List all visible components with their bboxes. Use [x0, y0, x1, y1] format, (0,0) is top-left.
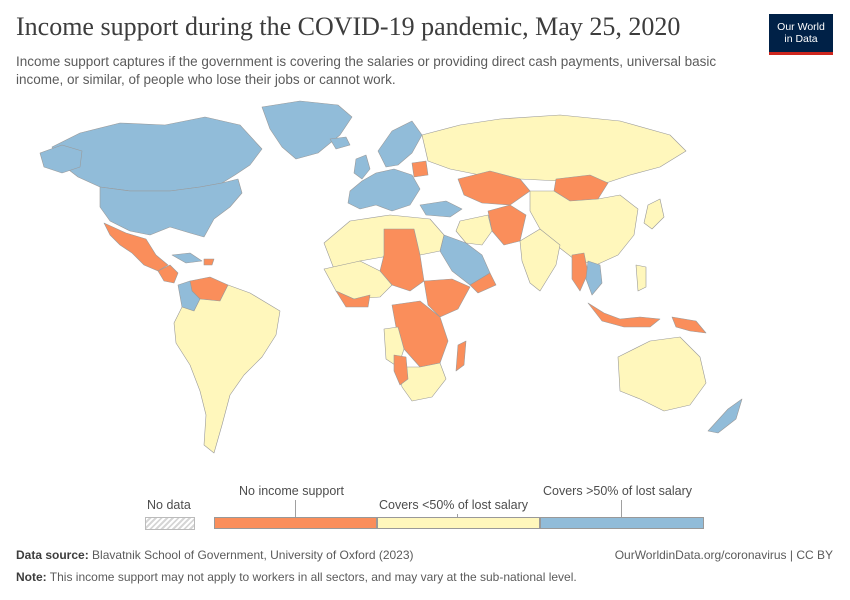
footer-note-text: This income support may not apply to wor…: [49, 570, 577, 584]
footer-source: Data source: Blavatnik School of Governm…: [16, 548, 414, 562]
owid-logo[interactable]: Our World in Data: [769, 14, 833, 55]
country-yemen[interactable]: [469, 272, 497, 294]
country-western-europe[interactable]: [347, 168, 421, 212]
country-united-kingdom[interactable]: [353, 154, 371, 180]
footer-note: Note: This income support may not apply …: [16, 570, 577, 584]
legend-bin-over-50[interactable]: [540, 517, 704, 529]
legend-label-no-support: No income support: [239, 484, 344, 498]
country-scandinavia[interactable]: [377, 120, 423, 168]
legend-tick-no-support: [295, 500, 296, 517]
country-alaska[interactable]: [39, 144, 83, 174]
world-map: [39, 100, 743, 454]
country-horn-of-africa[interactable]: [423, 278, 471, 318]
country-south-america[interactable]: [173, 284, 281, 454]
country-southern-africa[interactable]: [397, 362, 447, 402]
country-philippines[interactable]: [635, 264, 647, 292]
legend-bin-under-50[interactable]: [377, 517, 540, 529]
legend-label-over-50: Covers >50% of lost salary: [543, 484, 693, 498]
legend-label-under-50: Covers <50% of lost salary: [379, 498, 529, 512]
country-iran[interactable]: [455, 214, 493, 246]
footer-url[interactable]: OurWorldinData.org/coronavirus | CC BY: [614, 548, 833, 562]
country-iceland[interactable]: [329, 136, 351, 150]
country-ghana-ivory-coast[interactable]: [335, 290, 371, 308]
country-thailand[interactable]: [585, 260, 603, 296]
legend-swatch-no-data[interactable]: [145, 517, 195, 530]
footer-source-text: Blavatnik School of Government, Universi…: [92, 548, 414, 562]
country-india[interactable]: [519, 228, 561, 292]
country-madagascar[interactable]: [455, 340, 467, 372]
country-kazakhstan-region[interactable]: [457, 170, 531, 206]
country-australia[interactable]: [617, 336, 707, 412]
country-turkey[interactable]: [419, 200, 463, 218]
country-japan[interactable]: [643, 198, 665, 230]
country-greenland[interactable]: [261, 100, 353, 160]
country-sahel[interactable]: [379, 228, 425, 292]
country-papua-new-guinea[interactable]: [671, 316, 707, 334]
country-haiti[interactable]: [203, 258, 215, 266]
country-new-zealand[interactable]: [707, 398, 743, 434]
logo-line-2: in Data: [784, 33, 818, 45]
logo-line-1: Our World: [777, 21, 825, 33]
country-belarus[interactable]: [411, 160, 429, 178]
country-russia[interactable]: [421, 114, 687, 186]
map-legend: No data No income support Covers <50% of…: [0, 480, 850, 540]
country-central-america[interactable]: [157, 264, 179, 284]
country-united-states[interactable]: [99, 178, 243, 238]
legend-tick-under-50: [457, 514, 458, 517]
legend-tick-over-50: [621, 500, 622, 517]
country-cuba[interactable]: [171, 252, 203, 264]
footer-note-label: Note:: [16, 570, 47, 584]
chart-title: Income support during the COVID-19 pande…: [16, 12, 681, 41]
legend-bin-no-support[interactable]: [214, 517, 377, 529]
footer-source-label: Data source:: [16, 548, 89, 562]
country-indonesia[interactable]: [587, 302, 661, 328]
country-canada[interactable]: [51, 116, 263, 192]
country-afghanistan-pakistan[interactable]: [487, 204, 527, 246]
legend-label-no-data: No data: [147, 498, 191, 512]
country-namibia-strip[interactable]: [393, 354, 409, 386]
chart-subtitle: Income support captures if the governmen…: [16, 54, 717, 87]
country-myanmar[interactable]: [571, 252, 589, 292]
